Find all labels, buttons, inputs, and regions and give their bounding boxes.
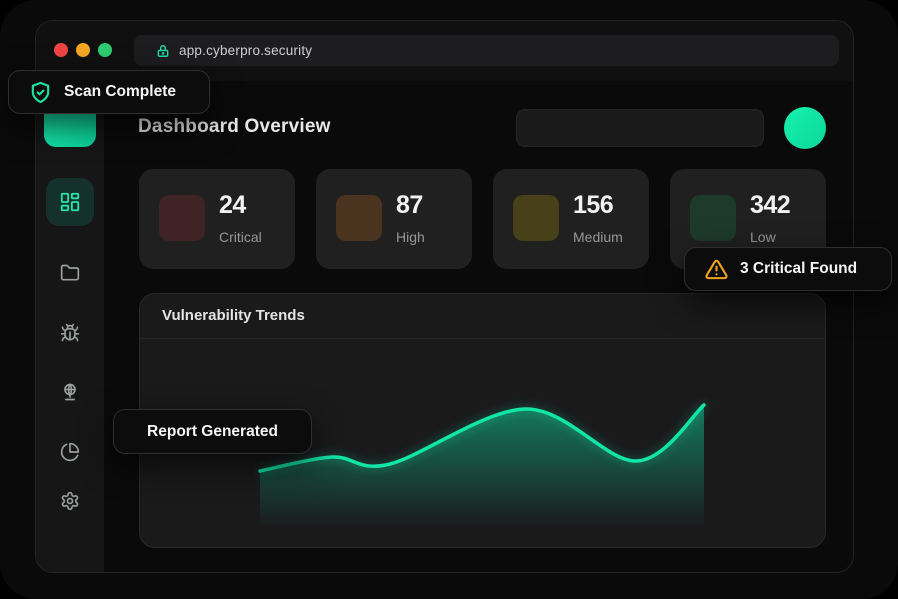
page-title: Dashboard Overview — [138, 116, 331, 137]
trend-line — [258, 403, 706, 473]
search-input[interactable] — [516, 109, 764, 147]
folder-icon — [60, 263, 80, 283]
stat-card-critical: 24 Critical — [139, 169, 295, 269]
toast-label: 3 Critical Found — [740, 260, 858, 277]
stat-label: Critical — [219, 229, 262, 245]
avatar[interactable] — [784, 107, 826, 149]
shield-check-icon — [29, 81, 52, 104]
stat-card-medium: 156 Medium — [493, 169, 649, 269]
lock-icon — [156, 44, 170, 58]
maximize-window-button[interactable] — [98, 43, 112, 57]
address-bar[interactable]: app.cyberpro.security — [134, 35, 839, 66]
sidebar-item-vulnerabilities[interactable] — [46, 309, 94, 357]
sidebar-item-dashboard[interactable] — [46, 178, 94, 226]
close-window-button[interactable] — [54, 43, 68, 57]
bug-icon — [60, 323, 80, 343]
stat-label: Low — [750, 229, 776, 245]
sidebar-item-settings[interactable] — [46, 477, 94, 525]
critical-color-swatch — [159, 195, 205, 241]
minimize-window-button[interactable] — [76, 43, 90, 57]
toast-report-generated[interactable]: Report Generated — [113, 409, 312, 454]
network-globe-icon — [60, 382, 80, 402]
toast-label: Scan Complete — [64, 83, 176, 100]
url-text: app.cyberpro.security — [179, 43, 313, 58]
warning-triangle-icon — [705, 258, 728, 281]
sidebar — [36, 81, 104, 572]
toast-scan-complete[interactable]: Scan Complete — [8, 70, 210, 114]
chart-title: Vulnerability Trends — [162, 307, 305, 324]
stat-card-high: 87 High — [316, 169, 472, 269]
medium-color-swatch — [513, 195, 559, 241]
toast-label: Report Generated — [147, 422, 278, 440]
dashboard-grid-icon — [59, 191, 81, 213]
stat-value: 342 — [750, 191, 791, 219]
gear-icon — [60, 491, 80, 511]
chart-header: Vulnerability Trends — [140, 294, 825, 339]
high-color-swatch — [336, 195, 382, 241]
pie-chart-icon — [60, 442, 80, 462]
sidebar-item-files[interactable] — [46, 249, 94, 297]
trend-area-fill — [260, 405, 704, 525]
sidebar-item-network[interactable] — [46, 368, 94, 416]
stat-label: Medium — [573, 229, 623, 245]
stat-value: 87 — [396, 191, 423, 219]
low-color-swatch — [690, 195, 736, 241]
stat-label: High — [396, 229, 425, 245]
main-content: Dashboard Overview 24 Critical 87 High 1… — [104, 81, 853, 572]
sidebar-item-reports[interactable] — [46, 428, 94, 476]
toast-critical-found[interactable]: 3 Critical Found — [684, 247, 892, 291]
stat-value: 156 — [573, 191, 614, 219]
stat-value: 24 — [219, 191, 246, 219]
